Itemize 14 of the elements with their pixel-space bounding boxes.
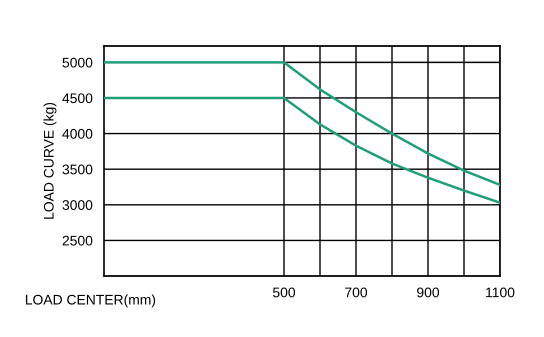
line-series [104,96,500,204]
x-tick-label: 500 [272,287,296,298]
x-tick-label: 700 [345,287,368,298]
y-axis-title: LOAD CURVE (kg) [43,102,56,219]
x-axis-title: LOAD CENTER(mm) [26,294,156,308]
x-tick-label: 900 [417,287,440,298]
y-tick-label: 3000 [62,200,92,210]
x-tick-label: 1100 [486,287,514,298]
y-tick-label: 3500 [62,164,92,174]
y-tick-label: 2500 [62,236,92,246]
y-tick-label: 4500 [62,93,92,104]
y-tick-label: 5000 [62,58,92,68]
y-tick-label: 4000 [62,128,92,139]
line-series [104,61,500,186]
